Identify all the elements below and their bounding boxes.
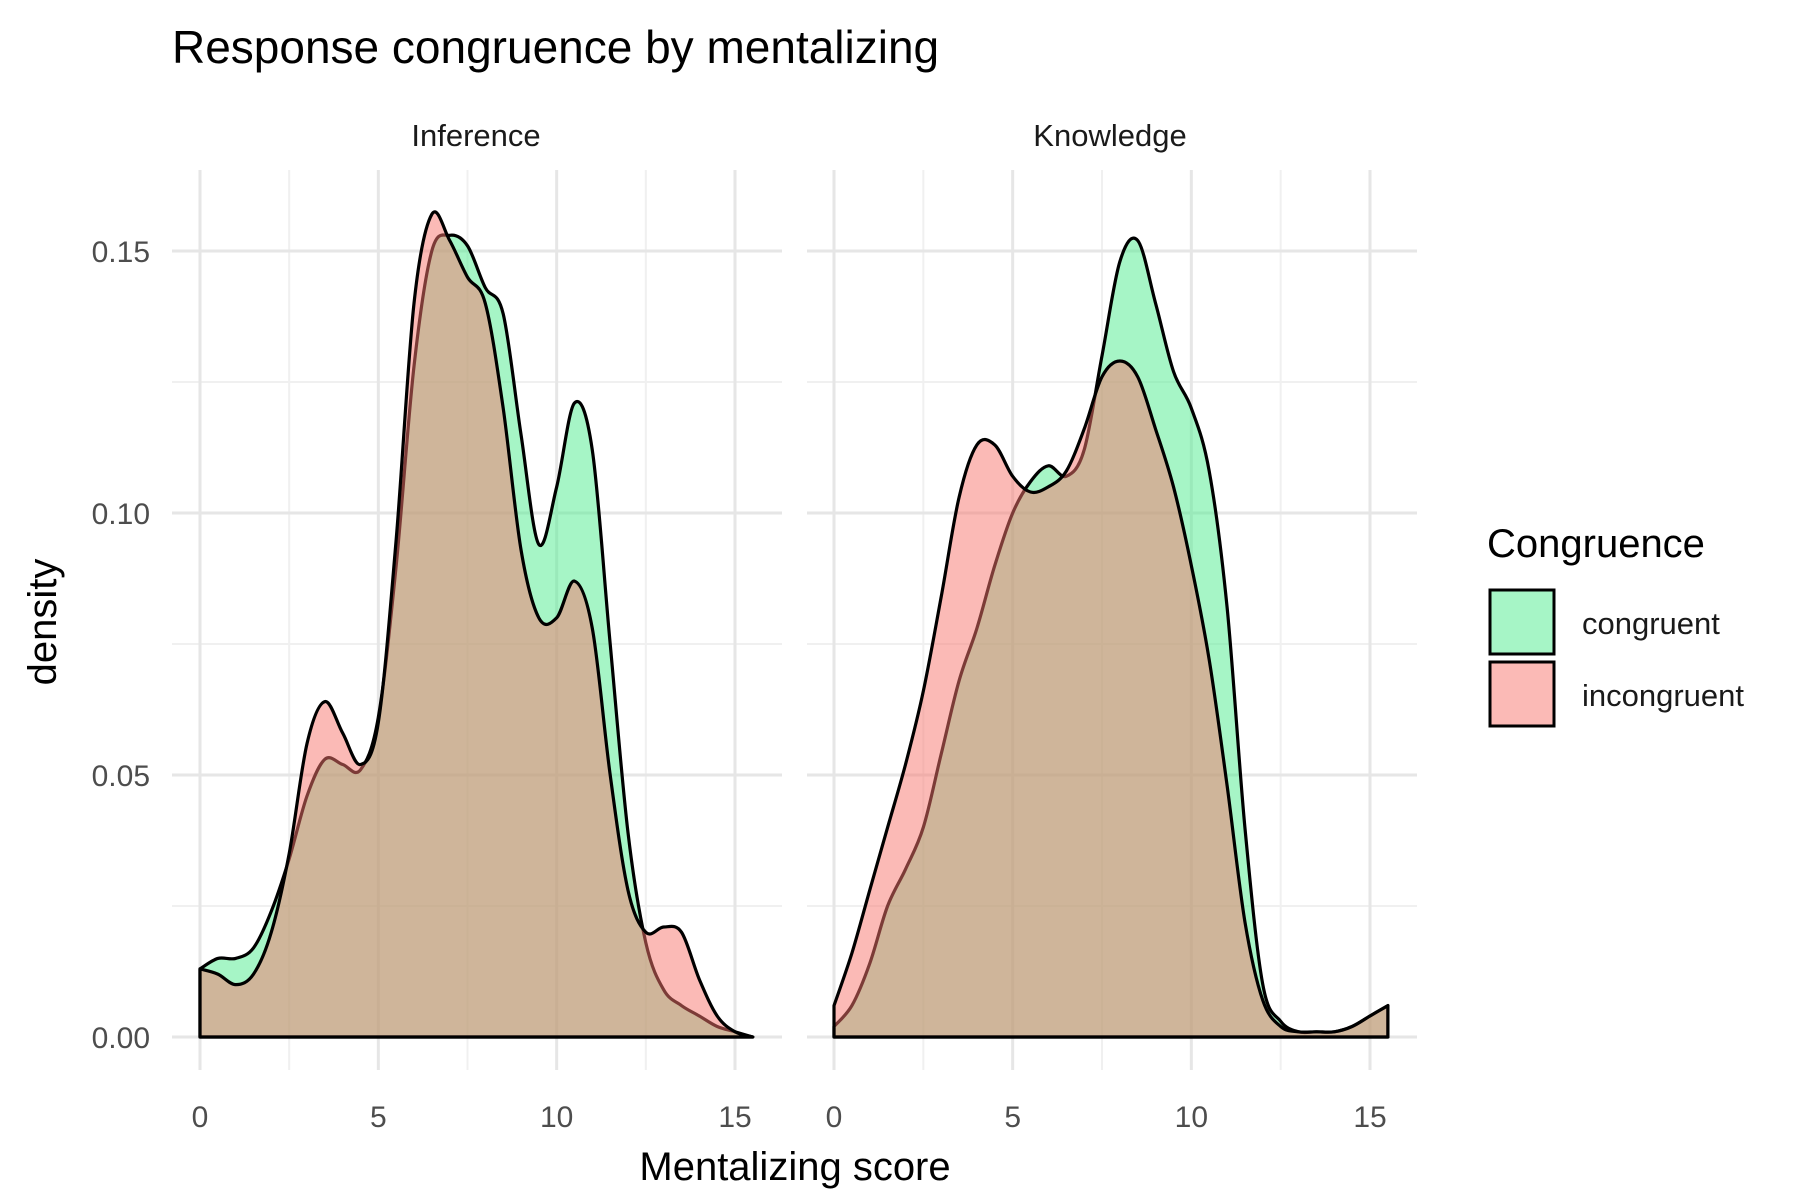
legend-title: Congruence (1487, 522, 1705, 566)
legend-label-incongruent: incongruent (1582, 678, 1744, 713)
y-axis-title: density (21, 559, 65, 686)
x-tick-label: 0 (826, 1101, 843, 1134)
x-tick-label: 5 (370, 1101, 387, 1134)
density-areas-inference (198, 210, 755, 1039)
density-area-incongruent (832, 359, 1390, 1039)
facet-strip-knowledge: Knowledge (1033, 118, 1186, 153)
y-tick-label: 0.05 (92, 760, 150, 793)
legend-key-congruent (1488, 588, 1556, 656)
x-tick-label: 15 (1353, 1101, 1386, 1134)
legend-key-incongruent (1488, 660, 1556, 728)
x-ticks-knowledge: 0 5 10 15 (826, 1101, 1387, 1134)
x-tick-label: 15 (718, 1101, 751, 1134)
x-axis-title: Mentalizing score (639, 1145, 950, 1189)
legend: Congruence congruent incongruent (1487, 522, 1744, 728)
density-areas-knowledge (832, 236, 1390, 1039)
y-tick-label: 0.15 (92, 236, 150, 269)
facet-panel-inference: Inference 0 5 10 15 (172, 118, 782, 1134)
x-tick-label: 0 (192, 1101, 209, 1134)
y-tick-label: 0.10 (92, 498, 150, 531)
y-ticks: 0.00 0.05 0.10 0.15 (92, 236, 150, 1055)
x-tick-label: 10 (540, 1101, 573, 1134)
density-area-incongruent (198, 210, 755, 1039)
x-ticks-inference: 0 5 10 15 (192, 1101, 752, 1134)
legend-label-congruent: congruent (1582, 606, 1720, 641)
facet-panel-knowledge: Knowledge 0 5 10 15 (807, 118, 1417, 1134)
y-tick-label: 0.00 (92, 1022, 150, 1055)
x-tick-label: 5 (1004, 1101, 1021, 1134)
x-tick-label: 10 (1175, 1101, 1208, 1134)
facet-strip-inference: Inference (411, 118, 540, 153)
chart-title: Response congruence by mentalizing (172, 21, 939, 73)
